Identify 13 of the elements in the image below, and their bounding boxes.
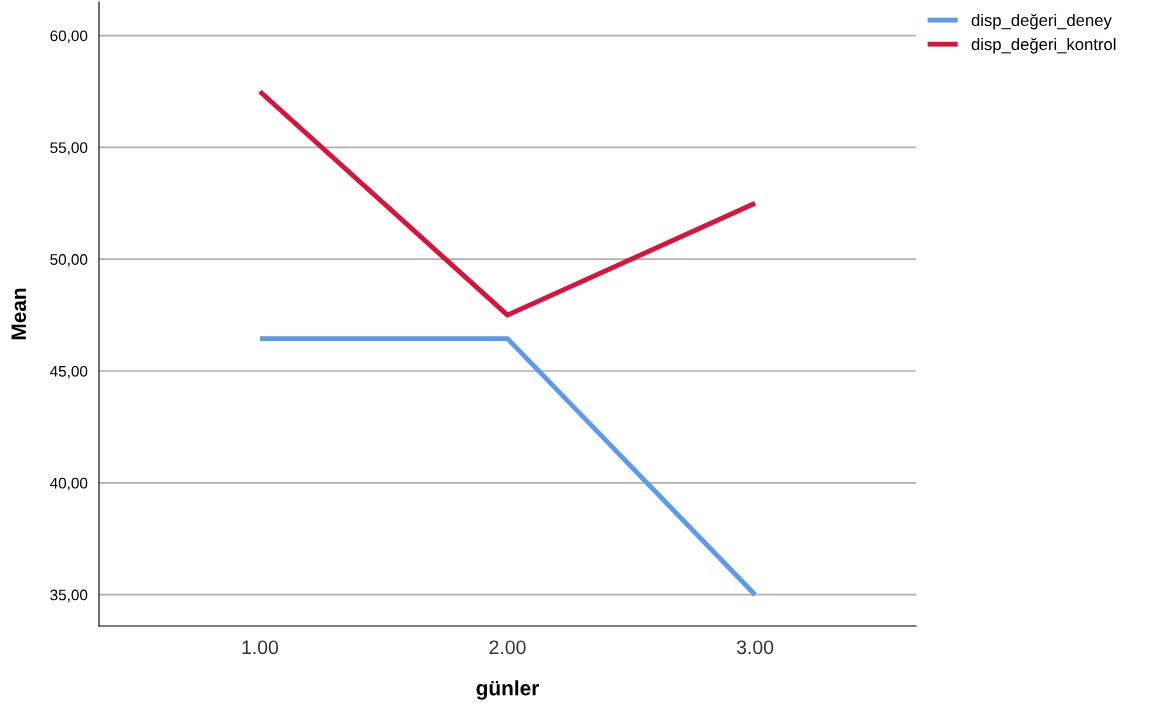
x-axis-title: günler xyxy=(476,680,540,700)
y-tick-label: 45,00 xyxy=(50,365,88,379)
y-tick-label: 50,00 xyxy=(50,254,88,267)
legend-label: disp_değeri_deney xyxy=(971,13,1112,30)
x-tick-label: 1.00 xyxy=(242,640,279,655)
y-tick-label: 35,00 xyxy=(50,589,88,603)
y-tick-label: 60,00 xyxy=(50,30,88,44)
x-tick-label: 2.00 xyxy=(489,640,526,655)
y-tick-label: 40,00 xyxy=(50,477,88,491)
y-tick-label: 55,00 xyxy=(50,142,88,155)
legend-label: disp_değeri_kontrol xyxy=(971,37,1116,54)
y-axis-title: Mean xyxy=(11,288,27,340)
x-tick-label: 3.00 xyxy=(736,640,774,655)
